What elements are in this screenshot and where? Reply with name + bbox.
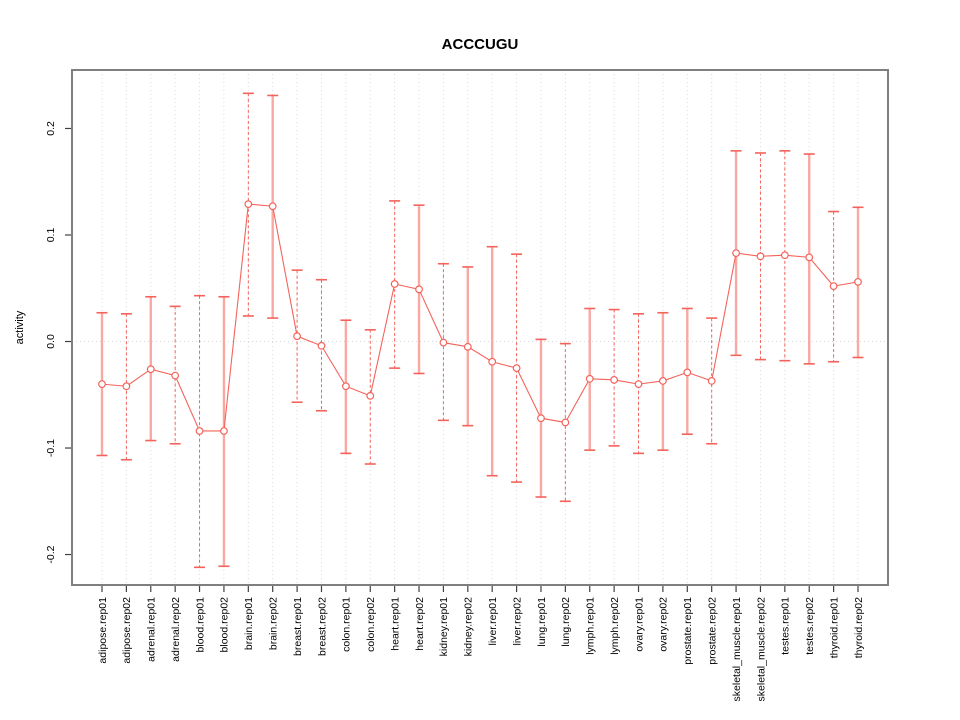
x-tick-label: colon.rep01 — [341, 597, 353, 652]
data-point — [268, 202, 277, 211]
axes-layer: -0.2 -0.1 0.0 0.1 0.2 adipose.rep01 adipose.re… — [45, 121, 865, 701]
x-tick-label: adipose.rep01 — [97, 597, 109, 664]
x-tick-label: colon.rep02 — [365, 597, 377, 652]
data-point — [512, 364, 521, 373]
data-point — [390, 280, 399, 288]
data-point — [415, 285, 423, 294]
x-tick-label: adipose.rep02 — [121, 597, 133, 664]
x-tick-label: prostate.rep02 — [706, 597, 718, 665]
x-tick-label: thyroid.rep02 — [853, 597, 865, 658]
x-tick-label: skeletal_muscle.rep01 — [731, 597, 743, 702]
x-tick-label: breast.rep02 — [316, 597, 328, 656]
data-point — [293, 332, 301, 341]
x-tick-label: lung.rep01 — [536, 597, 548, 647]
data-point — [195, 427, 204, 435]
data-point — [244, 200, 253, 209]
data-point — [805, 253, 814, 262]
data-point — [829, 282, 838, 291]
x-tick-label: lung.rep02 — [560, 597, 572, 647]
data-point — [561, 418, 570, 427]
data-point — [341, 382, 350, 391]
x-tick-label: skeletal_muscle.rep02 — [755, 597, 767, 702]
data-point — [780, 251, 789, 260]
data-point — [171, 371, 180, 380]
data-point — [707, 377, 716, 385]
data-point — [220, 427, 228, 435]
x-tick-label: adrenal.rep02 — [170, 597, 182, 662]
data-point — [317, 341, 326, 350]
x-tick-label: liver.rep02 — [511, 597, 523, 646]
data-points-layer — [98, 200, 862, 435]
x-tick-label: liver.rep01 — [487, 597, 499, 646]
data-point — [634, 380, 643, 389]
data-point — [585, 374, 594, 383]
x-tick-label: ovary.rep02 — [658, 597, 670, 652]
data-point — [366, 391, 375, 400]
x-tick-label: testes.rep01 — [780, 597, 792, 655]
data-point — [683, 368, 692, 377]
x-tick-label: brain.rep02 — [268, 597, 280, 650]
x-tick-label: thyroid.rep01 — [828, 597, 840, 658]
data-point — [537, 414, 545, 423]
data-point — [122, 382, 131, 391]
x-tick-label: prostate.rep01 — [682, 597, 694, 665]
x-tick-label: kidney.rep01 — [438, 597, 450, 657]
gridlines-layer — [72, 70, 888, 585]
y-tick-label: 0.0 — [45, 334, 57, 349]
data-point — [488, 357, 497, 366]
x-tick-label: breast.rep01 — [292, 597, 304, 656]
x-tick-label: blood.rep02 — [219, 597, 231, 653]
y-tick-label: 0.1 — [45, 228, 57, 243]
data-point — [463, 342, 472, 351]
y-tick-label: 0.2 — [45, 121, 57, 136]
x-tick-label: ovary.rep01 — [633, 597, 645, 652]
x-tick-label: kidney.rep02 — [463, 597, 475, 657]
connector-line-layer — [101, 203, 859, 432]
data-point — [146, 365, 155, 374]
y-axis-label: activity — [14, 310, 26, 344]
data-point — [98, 380, 106, 389]
x-tick-label: adrenal.rep01 — [146, 597, 158, 662]
x-tick-label: lymph.rep01 — [585, 597, 597, 655]
data-point — [756, 252, 765, 261]
x-tick-label: brain.rep01 — [243, 597, 255, 650]
x-tick-label: blood.rep01 — [194, 597, 206, 653]
x-tick-label: lymph.rep02 — [609, 597, 621, 655]
data-point — [439, 338, 448, 347]
x-tick-label: testes.rep02 — [804, 597, 816, 655]
plot-frame — [71, 69, 889, 586]
x-tick-label: heart.rep02 — [414, 597, 426, 651]
data-point — [659, 377, 667, 385]
chart-title: ACCCUGU — [442, 36, 519, 53]
y-tick-label: -0.2 — [45, 545, 57, 563]
error-bars-layer — [96, 92, 864, 569]
data-point — [610, 375, 619, 384]
x-tick-label: heart.rep01 — [389, 597, 401, 651]
data-point — [854, 277, 862, 286]
y-tick-label: -0.1 — [45, 439, 57, 457]
data-point — [732, 249, 740, 257]
series-line — [101, 203, 859, 432]
